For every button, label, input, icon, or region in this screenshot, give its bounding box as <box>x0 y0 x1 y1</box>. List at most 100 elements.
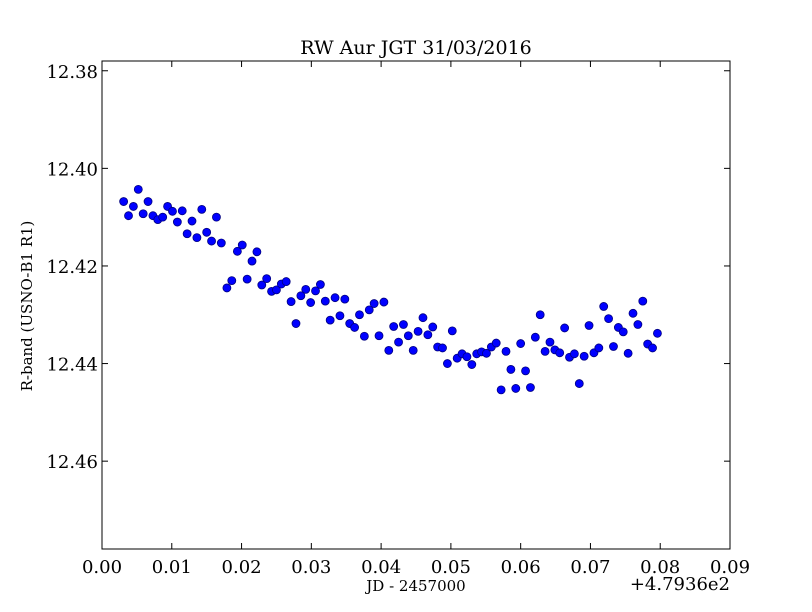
data-point <box>609 342 618 351</box>
data-point <box>247 256 257 266</box>
data-point <box>428 322 438 332</box>
plot-frame <box>101 60 731 550</box>
data-point <box>216 238 226 248</box>
data-point <box>633 320 643 329</box>
data-point <box>496 385 506 395</box>
data-point <box>315 280 325 289</box>
data-point <box>172 217 182 227</box>
data-point <box>119 197 129 206</box>
x-axis-offset-label: +4.7936e2 <box>630 574 730 595</box>
data-point <box>604 314 613 324</box>
y-tick-label: 12.38 <box>46 62 98 83</box>
data-point <box>374 331 384 341</box>
data-point <box>638 296 648 306</box>
data-point <box>482 348 491 358</box>
y-axis: 12.38 12.40 12.42 12.44 12.46 <box>46 62 730 473</box>
data-point <box>257 280 267 290</box>
data-point <box>526 383 535 392</box>
data-point <box>594 343 604 353</box>
data-point <box>262 274 272 284</box>
data-point <box>364 305 374 315</box>
data-point <box>237 240 247 250</box>
data-point <box>335 311 345 321</box>
x-tick-label: 0.08 <box>640 557 680 578</box>
data-point <box>530 332 540 342</box>
chart-title: RW Aur JGT 31/03/2016 <box>300 37 532 59</box>
data-point <box>438 343 447 353</box>
y-tick-label: 12.46 <box>46 452 98 473</box>
data-point <box>207 236 216 246</box>
data-point <box>423 330 433 340</box>
data-point <box>394 337 403 347</box>
data-point <box>124 211 133 221</box>
data-point <box>133 184 143 194</box>
data-point <box>418 313 428 323</box>
x-tick-label: 0.05 <box>431 557 471 578</box>
data-point <box>355 310 364 320</box>
data-point <box>413 326 423 336</box>
data-point <box>447 326 457 336</box>
data-point <box>212 212 221 222</box>
data-point <box>540 346 550 356</box>
data-point <box>306 298 316 307</box>
data-point <box>138 209 148 219</box>
data-point <box>379 297 389 307</box>
data-point <box>311 286 320 296</box>
data-point <box>399 320 408 329</box>
data-point <box>182 229 192 239</box>
data-point <box>187 216 197 226</box>
data-point <box>599 302 609 311</box>
x-tick-label: 0.06 <box>501 557 541 578</box>
x-tick-label: 0.04 <box>361 557 401 578</box>
data-point <box>653 328 662 338</box>
data-point <box>301 284 311 294</box>
data-point <box>227 276 237 286</box>
data-point <box>511 384 521 393</box>
y-axis-label: R-band (USNO-B1 R1) <box>18 221 36 392</box>
data-point <box>501 346 511 356</box>
x-tick-label: 0.03 <box>291 557 331 578</box>
data-point <box>403 331 413 341</box>
data-point <box>384 345 394 355</box>
data-point <box>232 246 242 256</box>
data-point <box>369 299 379 308</box>
x-tick-label: 0.02 <box>222 557 262 578</box>
data-point <box>286 297 296 306</box>
data-point <box>521 366 530 376</box>
data-point <box>281 277 291 286</box>
data-point <box>408 345 418 355</box>
data-point <box>222 283 232 293</box>
data-point <box>516 339 526 348</box>
data-point <box>296 291 306 301</box>
data-point <box>462 352 472 362</box>
data-point <box>242 274 252 284</box>
data-point <box>560 323 570 333</box>
data-point <box>467 360 477 369</box>
data-point <box>570 349 579 359</box>
x-tick-label: 0.07 <box>570 557 610 578</box>
data-point <box>325 315 335 325</box>
y-tick-label: 12.44 <box>46 355 98 376</box>
data-point <box>168 206 177 216</box>
data-point <box>192 233 202 243</box>
data-point <box>491 338 501 348</box>
data-point <box>158 212 168 222</box>
data-point <box>177 206 187 216</box>
data-point <box>579 351 589 361</box>
x-tick-label: 0.00 <box>82 557 122 578</box>
data-point <box>545 337 555 347</box>
x-axis-label: JD - 2457000 <box>364 577 465 595</box>
data-point <box>143 197 153 206</box>
data-point <box>128 202 138 211</box>
data-point <box>555 348 565 358</box>
data-point <box>330 293 340 303</box>
data-point <box>197 204 207 214</box>
data-point <box>340 294 350 304</box>
data-point <box>535 310 545 320</box>
y-tick-label: 12.40 <box>46 159 98 180</box>
data-point <box>584 321 594 330</box>
data-point <box>202 227 212 237</box>
data-point <box>506 365 516 374</box>
data-point <box>618 327 628 337</box>
